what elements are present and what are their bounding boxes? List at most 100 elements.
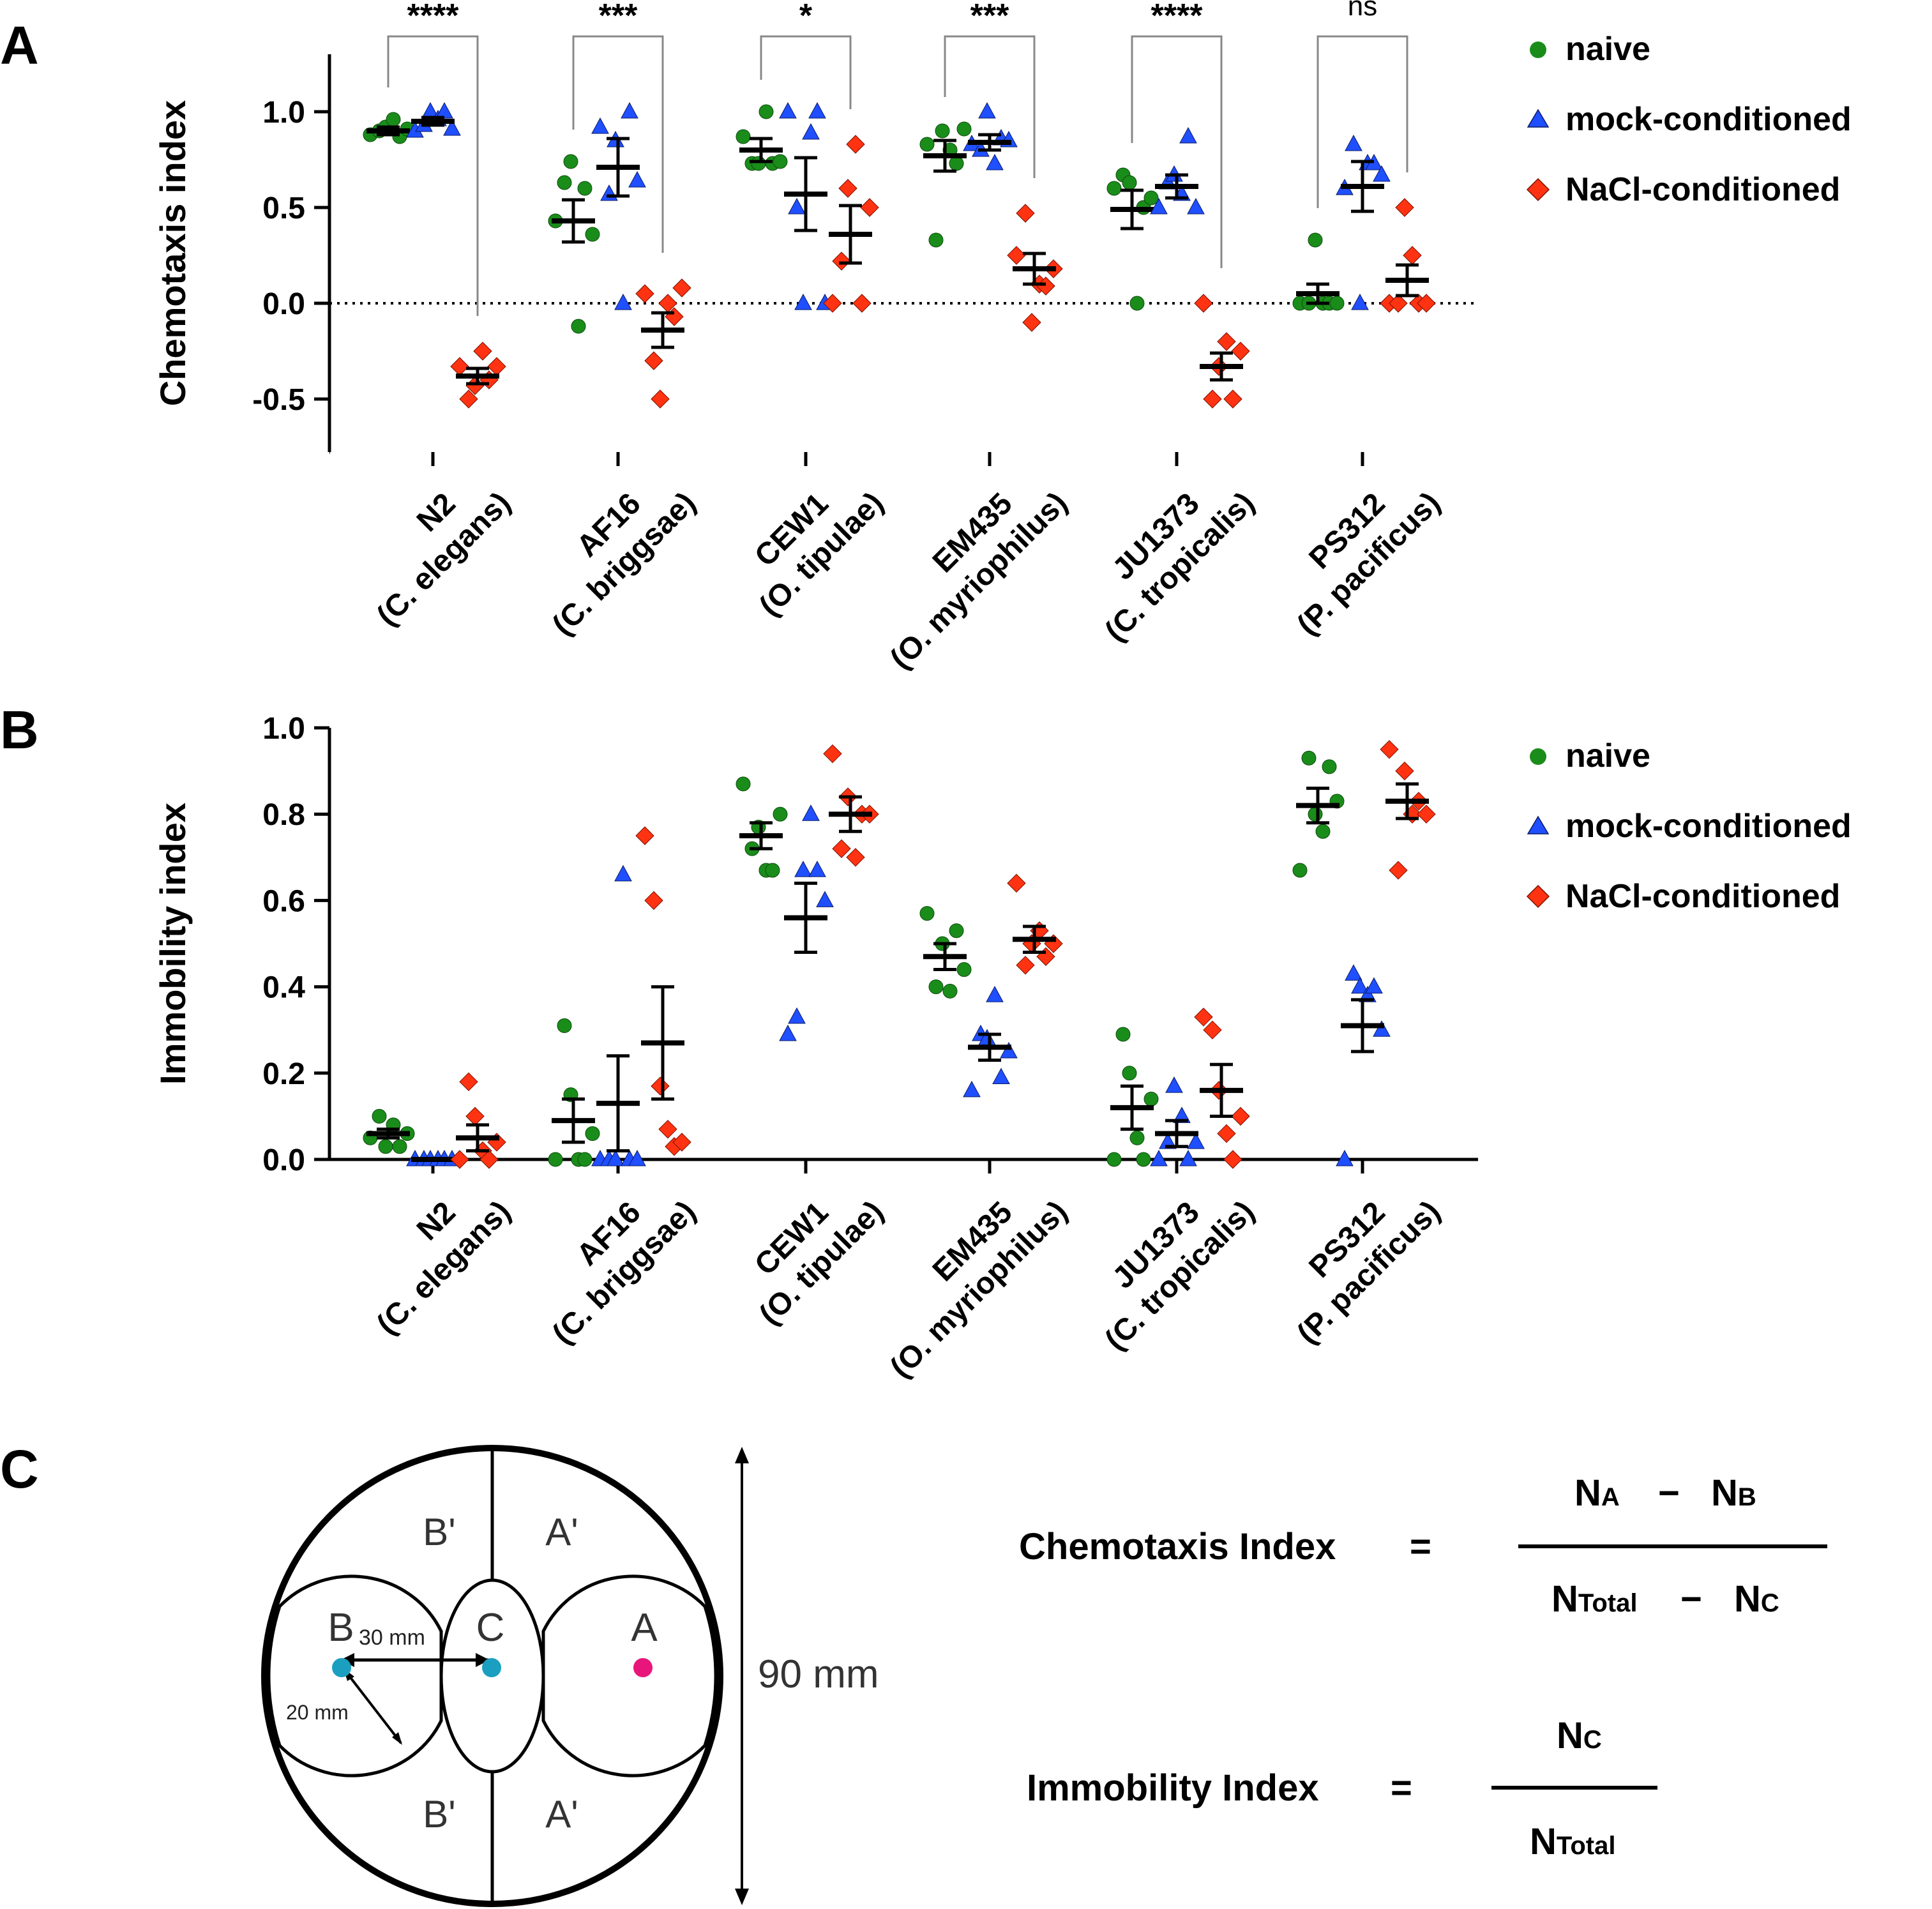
significance-bracket bbox=[1317, 35, 1408, 208]
data-point-nacl bbox=[823, 294, 842, 313]
data-point-naive bbox=[1129, 296, 1145, 311]
data-point-mock bbox=[1165, 1076, 1183, 1093]
data-point-nacl bbox=[846, 848, 865, 867]
data-point-nacl bbox=[1016, 204, 1035, 223]
data-point-naive bbox=[1143, 190, 1159, 206]
data-point-mock bbox=[808, 102, 826, 119]
legend-b-mock-label: mock-conditioned bbox=[1566, 808, 1852, 845]
data-point-mock bbox=[1345, 964, 1362, 981]
data-point-naive bbox=[1292, 863, 1308, 878]
data-point-nacl bbox=[1194, 294, 1213, 313]
data-point-nacl bbox=[644, 891, 663, 910]
data-point-naive bbox=[1301, 750, 1317, 766]
data-point-nacl bbox=[1223, 389, 1242, 409]
control-spot-b bbox=[332, 1658, 351, 1677]
data-point-nacl bbox=[1022, 313, 1041, 332]
significance-bracket bbox=[572, 35, 664, 253]
data-point-mock bbox=[1187, 197, 1205, 215]
data-point-nacl bbox=[823, 744, 842, 764]
data-point-nacl bbox=[832, 252, 851, 271]
data-point-mock bbox=[591, 117, 609, 134]
significance-bracket bbox=[760, 35, 852, 109]
region-b-label: B bbox=[328, 1606, 354, 1650]
immobility-formula-equals: = bbox=[1391, 1767, 1412, 1809]
data-point-mock bbox=[1359, 986, 1377, 1002]
data-point-mock bbox=[628, 1149, 646, 1166]
significance-label: ns bbox=[1348, 0, 1377, 22]
data-point-naive bbox=[773, 154, 788, 169]
data-point-mock bbox=[788, 1007, 806, 1024]
dimension-30mm-label: 30 mm bbox=[359, 1626, 425, 1650]
legend-naive-label: naive bbox=[1566, 31, 1650, 68]
immobility-formula-label: Immobility Index bbox=[1027, 1767, 1319, 1809]
data-point-naive bbox=[1308, 232, 1323, 248]
significance-bracket bbox=[1131, 35, 1223, 268]
significance-label: **** bbox=[407, 0, 460, 34]
chemotaxis-formula-label: Chemotaxis Index bbox=[1019, 1526, 1336, 1567]
data-point-mock bbox=[1000, 1041, 1018, 1059]
data-point-naive bbox=[1143, 1091, 1159, 1106]
arena-diagram: B' A' B C A B' A' 30 mm 20 mm 90 mm bbox=[261, 1445, 879, 1907]
data-point-nacl bbox=[860, 198, 879, 217]
data-point-nacl bbox=[846, 135, 865, 154]
legend-b-naive-marker bbox=[1530, 748, 1546, 765]
data-point-nacl bbox=[1417, 294, 1436, 313]
data-point-mock bbox=[1179, 1149, 1197, 1166]
data-point-naive bbox=[1136, 1152, 1151, 1167]
data-point-naive bbox=[577, 181, 592, 196]
data-point-nacl bbox=[651, 1076, 670, 1096]
legend-a: naive mock-conditioned NaCl-conditioned bbox=[1526, 31, 1852, 208]
chemotaxis-denominator-minus: − bbox=[1680, 1578, 1702, 1620]
chemotaxis-denominator-nc: NC bbox=[1734, 1578, 1779, 1620]
legend-b-nacl-marker bbox=[1526, 884, 1550, 909]
y-tick-label: 0.2 bbox=[262, 1057, 305, 1091]
data-point-naive bbox=[919, 906, 935, 921]
data-point-mock bbox=[794, 861, 812, 877]
data-point-naive bbox=[1315, 824, 1331, 839]
data-point-nacl bbox=[672, 1133, 691, 1152]
data-point-naive bbox=[751, 156, 766, 171]
data-point-mock bbox=[621, 102, 638, 119]
data-point-naive bbox=[548, 1152, 563, 1167]
data-point-mock bbox=[1373, 1020, 1391, 1037]
data-point-nacl bbox=[1417, 804, 1436, 824]
data-point-mock bbox=[963, 1080, 981, 1098]
dimension-20mm-line bbox=[343, 1669, 402, 1744]
y-tick-label: 1.0 bbox=[262, 96, 305, 130]
y-tick-label: 0.0 bbox=[262, 1143, 305, 1177]
dimension-30mm-arrow-right bbox=[476, 1653, 490, 1667]
data-point-nacl bbox=[1395, 761, 1414, 781]
data-point-mock bbox=[1150, 1149, 1168, 1166]
data-point-naive bbox=[1106, 1152, 1122, 1167]
data-point-mock bbox=[1345, 134, 1362, 151]
data-point-mock bbox=[614, 864, 632, 882]
region-b-prime-bottom: B' bbox=[423, 1793, 455, 1836]
data-point-mock bbox=[1351, 977, 1369, 994]
data-point-naive bbox=[736, 129, 751, 144]
data-point-naive bbox=[1308, 806, 1323, 822]
data-point-naive bbox=[1329, 296, 1345, 311]
data-point-naive bbox=[563, 154, 578, 169]
region-a-outline bbox=[541, 1574, 718, 1777]
data-point-mock bbox=[986, 153, 1004, 170]
region-c-label: C bbox=[476, 1606, 505, 1650]
data-point-naive bbox=[1122, 175, 1137, 190]
significance-label: **** bbox=[1151, 0, 1204, 34]
data-point-naive bbox=[557, 175, 572, 190]
legend-nacl-label: NaCl-conditioned bbox=[1566, 171, 1840, 208]
data-point-mock bbox=[1351, 293, 1369, 310]
region-a-label: A bbox=[631, 1606, 658, 1650]
legend-b-mock-marker bbox=[1527, 815, 1550, 834]
dimension-90mm-arrow-top bbox=[735, 1447, 749, 1463]
significance-label: *** bbox=[970, 0, 1009, 34]
data-point-mock bbox=[992, 1068, 1010, 1085]
data-point-naive bbox=[577, 1152, 592, 1167]
data-point-nacl bbox=[459, 389, 478, 409]
chemotaxis-denominator-ntotal: NTotal bbox=[1551, 1578, 1637, 1620]
data-point-naive bbox=[1129, 1130, 1145, 1145]
data-point-naive bbox=[956, 121, 972, 137]
data-point-naive bbox=[956, 962, 972, 977]
chemotaxis-numerator-na: NA bbox=[1574, 1472, 1620, 1514]
data-point-mock bbox=[986, 986, 1004, 1002]
region-a-prime-bottom: A' bbox=[545, 1793, 578, 1836]
